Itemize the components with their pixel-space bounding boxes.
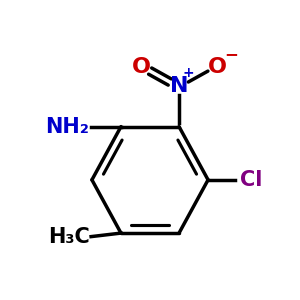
Text: O: O (208, 57, 227, 77)
Text: Cl: Cl (240, 170, 262, 190)
Text: H₃C: H₃C (48, 226, 89, 247)
Text: N: N (170, 76, 188, 96)
Text: +: + (182, 66, 194, 80)
Text: O: O (131, 57, 150, 77)
Text: −: − (224, 44, 238, 62)
Text: NH₂: NH₂ (46, 117, 89, 136)
